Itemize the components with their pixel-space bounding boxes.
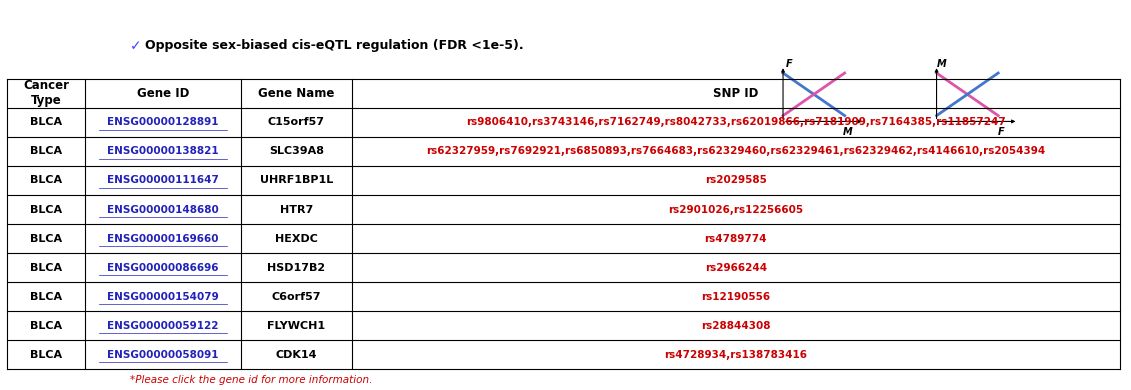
- Text: F: F: [999, 127, 1004, 137]
- Text: rs2901026,rs12256605: rs2901026,rs12256605: [668, 204, 803, 215]
- Text: ENSG00000086696: ENSG00000086696: [107, 262, 218, 273]
- Text: UHRF1BP1L: UHRF1BP1L: [260, 176, 333, 186]
- Text: BLCA: BLCA: [29, 234, 62, 244]
- Text: C15orf57: C15orf57: [268, 117, 325, 128]
- Text: Gene Name: Gene Name: [258, 87, 335, 100]
- Text: M: M: [938, 59, 947, 69]
- Text: FLYWCH1: FLYWCH1: [267, 321, 326, 331]
- Text: Gene ID: Gene ID: [137, 87, 189, 100]
- Text: BLCA: BLCA: [29, 176, 62, 186]
- Text: rs12190556: rs12190556: [701, 292, 770, 301]
- Text: rs4728934,rs138783416: rs4728934,rs138783416: [664, 350, 808, 360]
- Text: Opposite sex-biased cis-eQTL regulation (FDR <1e-5).: Opposite sex-biased cis-eQTL regulation …: [145, 39, 524, 52]
- Text: rs9806410,rs3743146,rs7162749,rs8042733,rs62019866,rs7181909,rs7164385,rs1185724: rs9806410,rs3743146,rs7162749,rs8042733,…: [466, 117, 1005, 128]
- Text: BLCA: BLCA: [29, 321, 62, 331]
- Text: ENSG00000058091: ENSG00000058091: [107, 350, 218, 360]
- Text: ENSG00000128891: ENSG00000128891: [107, 117, 218, 128]
- Text: rs28844308: rs28844308: [701, 321, 770, 331]
- Text: rs2029585: rs2029585: [705, 176, 767, 186]
- Text: ✓: ✓: [130, 39, 141, 53]
- Text: ENSG00000154079: ENSG00000154079: [107, 292, 218, 301]
- Text: HEXDC: HEXDC: [275, 234, 318, 244]
- Text: *Please click the gene id for more information.: *Please click the gene id for more infor…: [130, 375, 372, 385]
- Text: M: M: [843, 127, 853, 137]
- Text: Cancer
Type: Cancer Type: [23, 79, 69, 107]
- Text: ENSG00000059122: ENSG00000059122: [107, 321, 218, 331]
- Text: SLC39A8: SLC39A8: [269, 146, 323, 156]
- Text: ENSG00000111647: ENSG00000111647: [106, 176, 218, 186]
- Text: ENSG00000148680: ENSG00000148680: [107, 204, 218, 215]
- Text: BLCA: BLCA: [29, 350, 62, 360]
- Text: rs4789774: rs4789774: [705, 234, 767, 244]
- Text: C6orf57: C6orf57: [271, 292, 321, 301]
- Text: HSD17B2: HSD17B2: [267, 262, 326, 273]
- Text: SNP ID: SNP ID: [714, 87, 759, 100]
- Text: CDK14: CDK14: [276, 350, 317, 360]
- Text: BLCA: BLCA: [29, 117, 62, 128]
- Text: rs62327959,rs7692921,rs6850893,rs7664683,rs62329460,rs62329461,rs62329462,rs4146: rs62327959,rs7692921,rs6850893,rs7664683…: [426, 146, 1045, 156]
- Text: ENSG00000138821: ENSG00000138821: [107, 146, 218, 156]
- Text: ENSG00000169660: ENSG00000169660: [107, 234, 218, 244]
- Text: F: F: [785, 59, 792, 69]
- Text: BLCA: BLCA: [29, 146, 62, 156]
- Text: BLCA: BLCA: [29, 292, 62, 301]
- Text: rs2966244: rs2966244: [705, 262, 767, 273]
- Text: BLCA: BLCA: [29, 262, 62, 273]
- Text: BLCA: BLCA: [29, 204, 62, 215]
- Text: HTR7: HTR7: [279, 204, 313, 215]
